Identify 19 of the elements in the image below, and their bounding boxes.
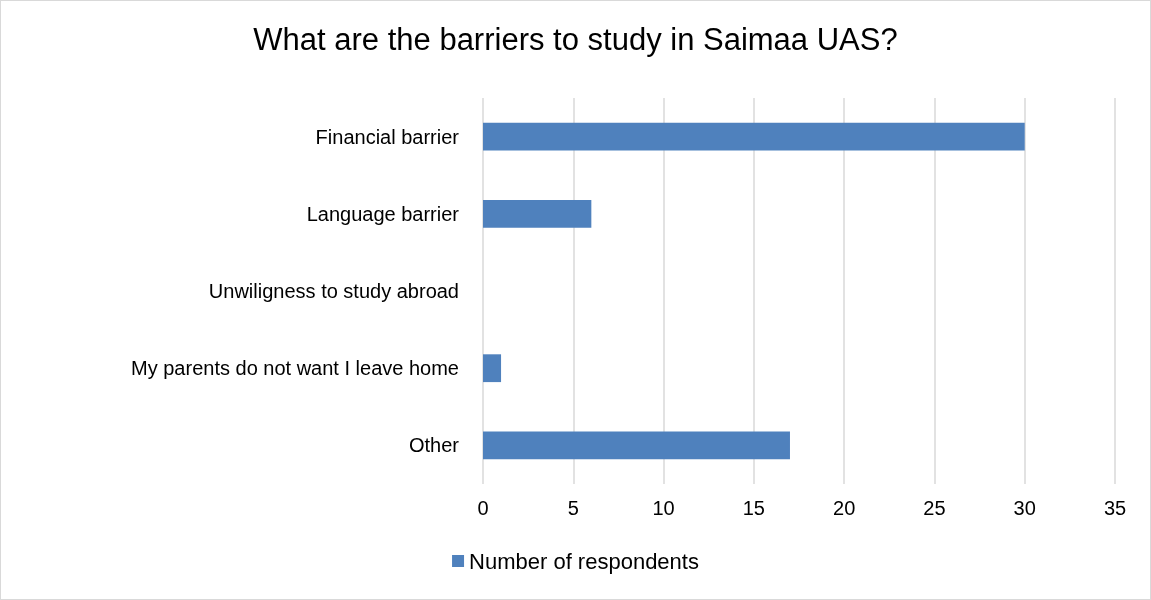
y-tick-label: Unwiligness to study abroad: [208, 280, 459, 302]
x-tick-label: 30: [1013, 497, 1036, 519]
y-tick-label: My parents do not want I leave home: [131, 357, 459, 380]
x-tick-label: 10: [652, 497, 675, 519]
bar: [483, 354, 502, 383]
bar: [483, 199, 592, 228]
y-tick-label: Financial barrier: [315, 125, 460, 148]
x-tick-label: 25: [923, 497, 946, 519]
x-tick-label: 35: [1103, 497, 1127, 519]
x-tick-label: 5: [567, 497, 579, 519]
legend-label: Number of respondents: [469, 548, 699, 574]
y-tick-label: Language barrier: [306, 202, 460, 225]
chart-title: What are the barriers to study in Saimaa UAS?: [253, 22, 898, 57]
y-tick-label: Other: [408, 434, 460, 457]
bar: [483, 431, 790, 460]
x-tick-label: 20: [833, 497, 856, 519]
x-tick-label: 0: [477, 497, 489, 519]
bar: [483, 122, 1025, 151]
x-tick-label: 15: [742, 497, 765, 519]
